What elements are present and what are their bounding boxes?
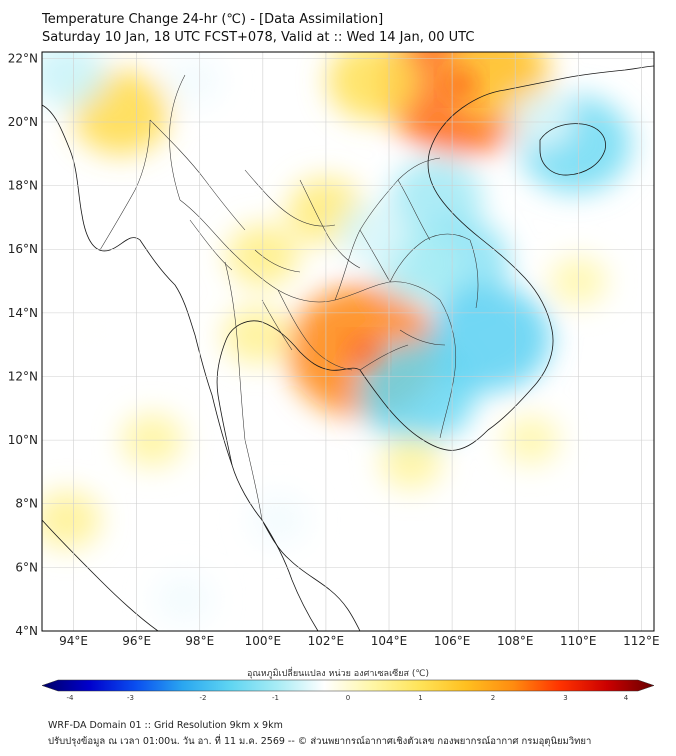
- colorbar-tick-label: 4: [624, 694, 629, 702]
- map-title: Temperature Change 24-hr (℃) - [Data Ass…: [42, 12, 384, 27]
- colorbar-tick-label: -2: [200, 694, 207, 702]
- lat-label: 6°N: [15, 560, 38, 574]
- hotspot: [447, 71, 476, 96]
- anomaly-blob: [247, 492, 310, 547]
- colorbar-tick-label: 2: [491, 694, 495, 702]
- colorbar-title: อุณหภูมิเปลี่ยนแปลง หน่วย องศาเซลเซียส (…: [246, 669, 430, 679]
- anomaly-blob: [153, 572, 215, 626]
- lon-label: 110°E: [560, 634, 597, 648]
- lat-label: 12°N: [8, 369, 38, 383]
- lat-label: 22°N: [8, 51, 38, 65]
- lat-label: 16°N: [8, 242, 38, 256]
- lon-label: 100°E: [245, 634, 282, 648]
- coastlines: [42, 65, 654, 631]
- anomaly-blob: [223, 306, 290, 365]
- colorbar-ticks: -4 -3 -2 -1 0 1 2 3 4: [67, 694, 629, 702]
- lat-label: 18°N: [8, 179, 38, 193]
- lat-label: 14°N: [8, 306, 38, 320]
- anomaly-blob: [337, 202, 410, 265]
- lon-label: 102°E: [308, 634, 345, 648]
- model-info: WRF-DA Domain 01 :: Grid Resolution 9km …: [48, 720, 283, 731]
- lon-label: 96°E: [122, 634, 151, 648]
- latitude-axis: 22°N 20°N 18°N 16°N 14°N 12°N 10°N 8°N 6°N 4°N: [8, 51, 38, 638]
- hotspot: [349, 339, 378, 364]
- anomaly-blob: [380, 435, 442, 490]
- colorbar-tick-label: -3: [127, 694, 134, 702]
- anomaly-blob: [42, 490, 101, 549]
- lat-label: 10°N: [8, 433, 38, 447]
- anomaly-blob: [61, 304, 118, 354]
- anomaly-blob: [507, 89, 574, 148]
- temperature-field: [42, 52, 632, 626]
- colorbar: -4 -3 -2 -1 0 1 2 3 4: [41, 679, 655, 702]
- lon-label: 104°E: [371, 634, 408, 648]
- country-borders: [99, 74, 479, 521]
- colorbar-tick-label: -4: [67, 694, 75, 702]
- lat-label: 20°N: [8, 115, 38, 129]
- lon-label: 98°E: [185, 634, 214, 648]
- colorbar-tick-label: -1: [272, 694, 279, 702]
- lat-label: 8°N: [15, 497, 38, 511]
- colorbar-tick-label: 3: [563, 694, 567, 702]
- colorbar-tick-label: 1: [418, 694, 422, 702]
- lat-label: 4°N: [15, 624, 38, 638]
- lon-label: 112°E: [623, 634, 660, 648]
- map-subtitle: Saturday 10 Jan, 18 UTC FCST+078, Valid …: [42, 30, 475, 45]
- colorbar-scale: [41, 679, 655, 692]
- anomaly-blob: [327, 52, 420, 121]
- anomaly-blob: [162, 53, 225, 108]
- longitude-axis: 94°E 96°E 98°E 100°E 102°E 104°E 106°E 108°E 110…: [59, 634, 660, 648]
- anomaly-blob: [42, 52, 106, 108]
- colorbar-tick-label: 0: [346, 694, 350, 702]
- update-credit: ปรับปรุงข้อมูล ณ เวลา 01:00น. วัน อา. ที…: [48, 736, 592, 747]
- lon-label: 106°E: [434, 634, 471, 648]
- lon-label: 94°E: [59, 634, 88, 648]
- anomaly-blob: [358, 341, 477, 444]
- map-frame: [41, 51, 655, 632]
- lon-label: 108°E: [497, 634, 534, 648]
